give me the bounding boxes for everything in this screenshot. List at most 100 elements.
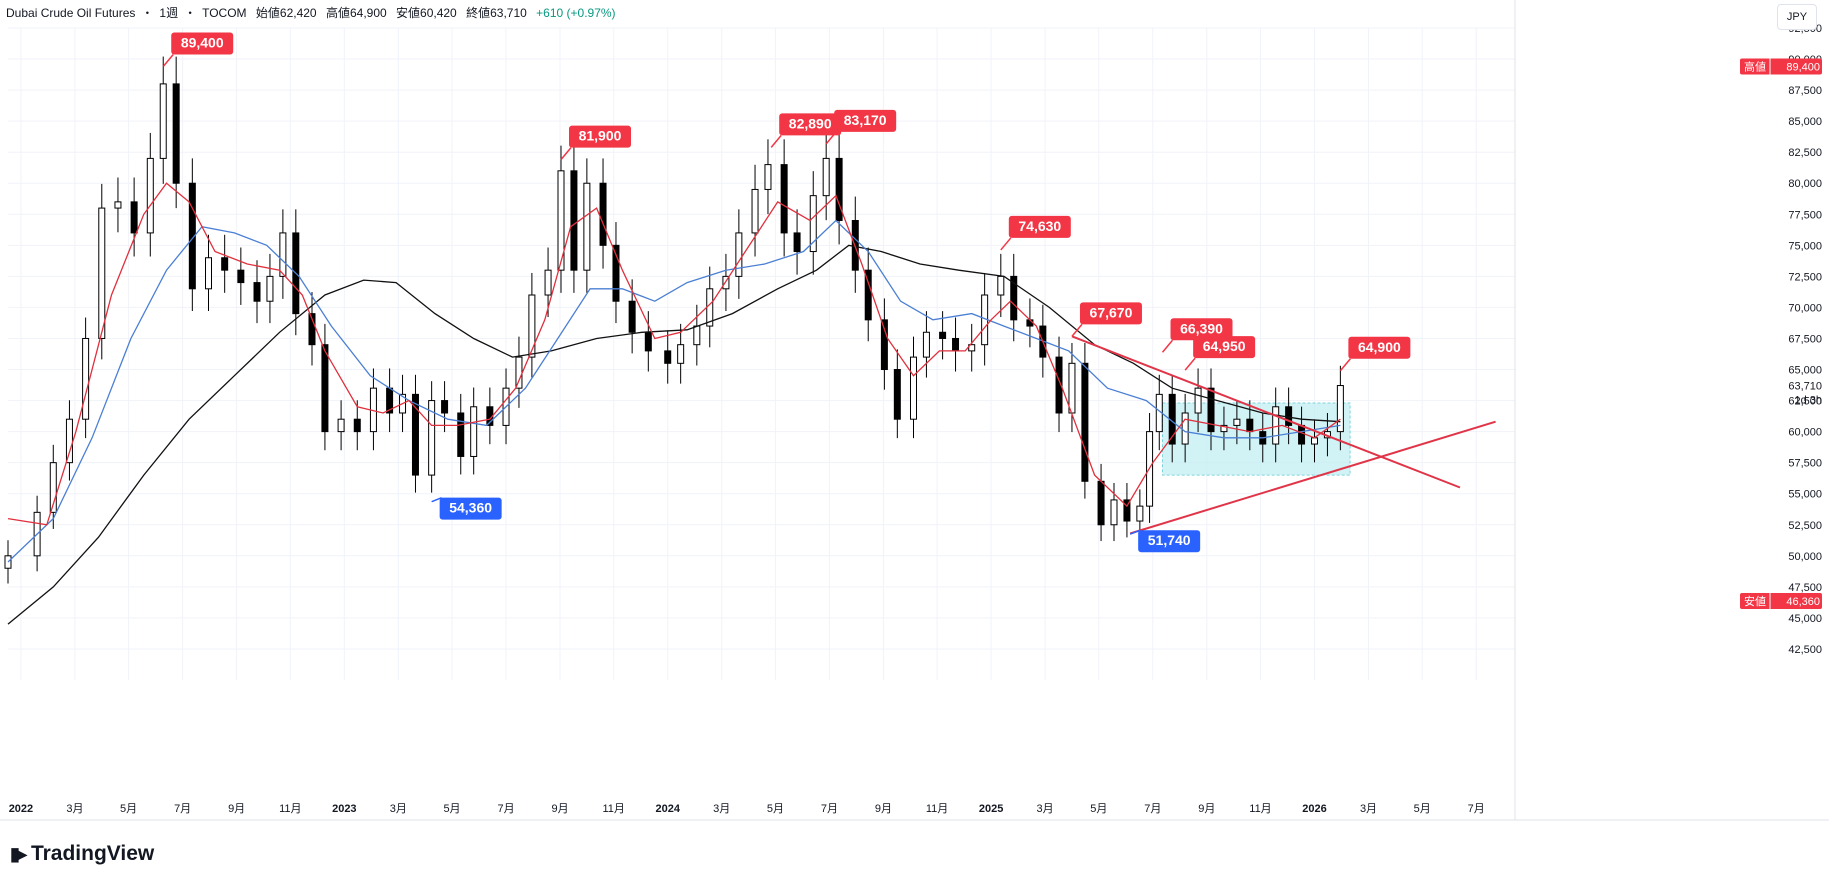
low-price-tag-label: 安値 [1744, 594, 1766, 608]
consolidation-box [1162, 402, 1351, 476]
high-label-text: 67,670 [1090, 304, 1133, 320]
candle-body [49, 462, 57, 513]
time-tick-label: 3月 [390, 803, 407, 815]
candle-body [599, 182, 607, 246]
time-tick-label: 7月 [1144, 803, 1161, 815]
price-tick-label: 72,500 [1788, 271, 1822, 283]
candle-body [441, 400, 449, 414]
trendline-upper [1071, 335, 1461, 489]
candle-body [159, 83, 167, 159]
candle-body [188, 182, 196, 290]
high-value: 高値64,900 [325, 6, 387, 20]
high-price-tag-label: 高値 [1744, 59, 1766, 73]
high-label-text: 64,950 [1203, 338, 1246, 354]
high-label-pointer [162, 54, 174, 67]
candle-body [528, 294, 536, 358]
high-label-text: 83,170 [844, 112, 887, 128]
time-tick-label: 2023 [332, 803, 356, 815]
low-value: 安値60,420 [396, 6, 457, 20]
high-label-text: 64,900 [1358, 339, 1401, 355]
candle-body [644, 331, 652, 352]
time-tick-label: 9月 [228, 803, 245, 815]
candle-body [1246, 418, 1254, 433]
grid-lines [8, 27, 1515, 680]
candle-body [237, 269, 245, 284]
candle-body [1010, 275, 1018, 321]
price-tick-label: 82,500 [1788, 147, 1822, 159]
time-tick-label: 5月 [120, 803, 137, 815]
candle-body [428, 400, 436, 476]
candle-body [1336, 385, 1344, 433]
exchange-label: TOCOM [202, 6, 247, 20]
high-label-text: 66,390 [1180, 320, 1223, 336]
candle-body [515, 356, 523, 389]
time-tick-label: 7月 [497, 803, 514, 815]
symbol-header: Dubai Crude Oil Futures ・ 1週・ TOCOM 始値62,42… [6, 4, 622, 21]
price-tick-label: 87,500 [1788, 85, 1822, 97]
price-tick-label: 80,000 [1788, 178, 1822, 190]
tradingview-logo[interactable]: ▮▸ TradingView [10, 842, 154, 866]
price-tick-label: 60,000 [1788, 427, 1822, 439]
price-tick-label: 42,500 [1788, 644, 1822, 656]
high-price-tag [1740, 58, 1822, 75]
candle-body [822, 157, 830, 197]
time-tick-label: 2024 [655, 803, 680, 815]
moving-average-mid [7, 219, 1341, 563]
time-tick-label: 3月 [1037, 803, 1054, 815]
change-value: +610 (+0.97%) [536, 6, 616, 20]
high-label-text: 82,890 [789, 115, 832, 131]
symbol-name[interactable]: Dubai Crude Oil Futures [6, 6, 136, 20]
time-tick-label: 7月 [174, 803, 191, 815]
candle-body [337, 418, 345, 433]
high-label-pointer [825, 131, 837, 145]
candle-body [735, 232, 743, 277]
high-label-pointer [1161, 339, 1174, 353]
candle-body [570, 170, 578, 271]
high-label-box [779, 113, 842, 136]
price-tick-label: 47,500 [1788, 582, 1822, 594]
high-label-pointer [770, 134, 782, 148]
consolidation-rectangle [1162, 402, 1351, 476]
candle-body [968, 344, 976, 352]
candle-body [1233, 418, 1241, 426]
time-axis[interactable]: 2022 3月 5月 7月 9月 11月 2023 3月 5月 7月 9月 11月 2024 3月 5月 7月… [0, 803, 1829, 821]
price-tick-label: 52,500 [1788, 520, 1822, 532]
candle-body [1220, 424, 1228, 433]
high-label-box [1008, 215, 1071, 238]
low-label-box [1138, 530, 1201, 553]
price-annotations: 89,400 81,900 82,890 83,170 74,630 67,670 66,3… [162, 32, 1411, 553]
interval-label[interactable]: 1週 [159, 6, 179, 20]
candle-body [664, 350, 672, 364]
time-tick-label: 3月 [1360, 803, 1377, 815]
high-price-tag-value: 89,400 [1786, 61, 1820, 73]
close-value: 終値63,710 [466, 6, 527, 20]
candle-body [411, 393, 419, 476]
candle-body [764, 164, 772, 190]
time-tick-label: 9月 [551, 803, 568, 815]
candle-body [1181, 412, 1189, 445]
candle-body [266, 275, 274, 302]
candle-body [997, 275, 1005, 296]
price-axis[interactable]: 92,50090,00087,50085,00082,50080,00077,5… [1514, 0, 1822, 820]
candle-body [98, 207, 106, 339]
candle-body [809, 195, 817, 253]
header-separator: ・ [141, 6, 154, 20]
candle-body [1136, 505, 1144, 522]
time-tick-label: 7月 [821, 803, 838, 815]
price-tick-label: 55,000 [1788, 489, 1822, 501]
time-tick-label: 2025 [979, 803, 1003, 815]
brand-name: TradingView [30, 842, 155, 865]
candle-body [4, 555, 12, 569]
candle-body [835, 157, 843, 221]
candle-body [628, 300, 636, 333]
candle-body [1068, 362, 1076, 414]
currency-button[interactable]: JPY [1777, 4, 1817, 30]
open-value: 始値62,420 [255, 6, 317, 20]
price-tick-label: 50,000 [1788, 551, 1822, 563]
candle-body [1272, 406, 1280, 445]
candle-body [544, 269, 552, 296]
candle-body [279, 232, 287, 277]
candle-body [82, 337, 90, 420]
candle-body [612, 244, 620, 302]
